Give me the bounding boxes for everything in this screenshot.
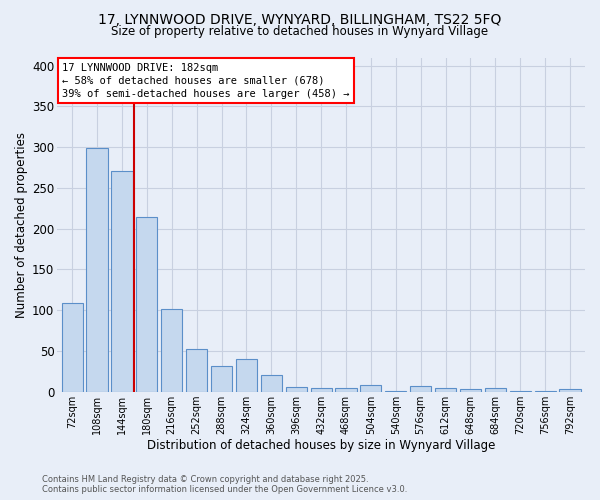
Bar	[559, 389, 581, 392]
X-axis label: Distribution of detached houses by size in Wynyard Village: Distribution of detached houses by size …	[147, 440, 495, 452]
Text: 17 LYNNWOOD DRIVE: 182sqm
← 58% of detached houses are smaller (678)
39% of semi: 17 LYNNWOOD DRIVE: 182sqm ← 58% of detac…	[62, 62, 350, 99]
Bar	[460, 389, 481, 392]
Text: 17, LYNNWOOD DRIVE, WYNYARD, BILLINGHAM, TS22 5FQ: 17, LYNNWOOD DRIVE, WYNYARD, BILLINGHAM,…	[98, 12, 502, 26]
Text: Contains HM Land Registry data © Crown copyright and database right 2025.
Contai: Contains HM Land Registry data © Crown c…	[42, 474, 407, 494]
Bar	[435, 388, 456, 392]
Bar	[161, 310, 182, 392]
Bar	[236, 359, 257, 392]
Y-axis label: Number of detached properties: Number of detached properties	[15, 132, 28, 318]
Bar	[211, 366, 232, 392]
Bar	[509, 391, 531, 392]
Text: Size of property relative to detached houses in Wynyard Village: Size of property relative to detached ho…	[112, 25, 488, 38]
Bar	[335, 388, 356, 392]
Bar	[286, 387, 307, 392]
Bar	[62, 303, 83, 392]
Bar	[485, 388, 506, 392]
Bar	[535, 391, 556, 392]
Bar	[385, 391, 406, 392]
Bar	[112, 171, 133, 392]
Bar	[186, 350, 207, 392]
Bar	[136, 217, 157, 392]
Bar	[361, 385, 382, 392]
Bar	[86, 148, 107, 392]
Bar	[261, 376, 282, 392]
Bar	[311, 388, 332, 392]
Bar	[410, 386, 431, 392]
